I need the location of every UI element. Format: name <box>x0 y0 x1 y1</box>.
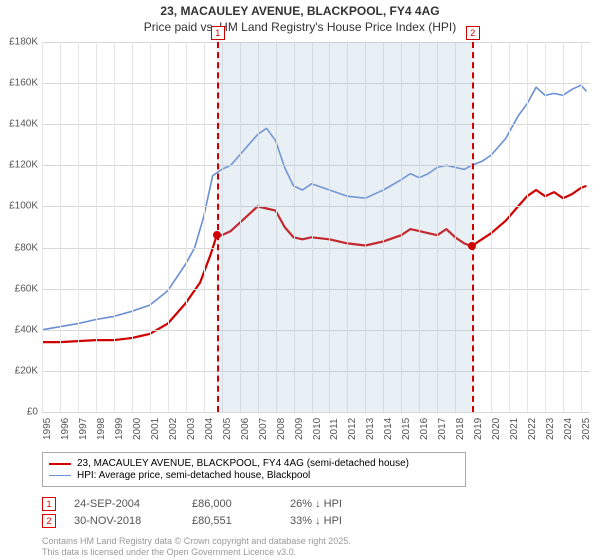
chart-title: 23, MACAULEY AVENUE, BLACKPOOL, FY4 4AG <box>0 0 600 20</box>
x-tick-label: 2009 <box>294 418 305 440</box>
sale-marker-badge: 1 <box>211 26 225 40</box>
sale-row-price: £80,551 <box>192 515 272 527</box>
legend-label-price-paid: 23, MACAULEY AVENUE, BLACKPOOL, FY4 4AG … <box>77 458 409 469</box>
gridline-v <box>132 42 133 412</box>
x-tick-label: 1998 <box>96 418 107 440</box>
gridline-v <box>509 42 510 412</box>
sale-row-delta: 26% ↓ HPI <box>290 498 342 510</box>
x-tick-label: 2011 <box>329 418 340 440</box>
gridline-v <box>186 42 187 412</box>
x-tick-label: 2000 <box>132 418 143 440</box>
y-tick-label: £80K <box>15 242 38 253</box>
x-tick-label: 2024 <box>563 418 574 440</box>
x-tick-label: 2005 <box>222 418 233 440</box>
chart-subtitle: Price paid vs. HM Land Registry's House … <box>0 20 600 36</box>
y-tick-label: £20K <box>15 365 38 376</box>
gridline-v <box>78 42 79 412</box>
gridline-v <box>168 42 169 412</box>
chart-container: 23, MACAULEY AVENUE, BLACKPOOL, FY4 4AG … <box>0 0 600 560</box>
x-tick-label: 2001 <box>150 418 161 440</box>
gridline-v <box>114 42 115 412</box>
plot-area: 12 <box>42 42 590 412</box>
y-tick-label: £0 <box>27 407 38 418</box>
sale-marker-line <box>472 42 474 412</box>
x-tick-label: 2012 <box>347 418 358 440</box>
sales-table: 1 24-SEP-2004 £86,000 26% ↓ HPI 2 30-NOV-2018… <box>42 494 342 531</box>
x-tick-label: 2010 <box>312 418 323 440</box>
x-tick-label: 2020 <box>491 418 502 440</box>
x-tick-label: 2022 <box>527 418 538 440</box>
sale-row-marker: 2 <box>42 514 56 528</box>
legend-row-hpi: HPI: Average price, semi-detached house,… <box>49 470 459 481</box>
x-tick-label: 2013 <box>365 418 376 440</box>
x-tick-label: 2004 <box>204 418 215 440</box>
sale-row: 1 24-SEP-2004 £86,000 26% ↓ HPI <box>42 497 342 511</box>
gridline-v <box>60 42 61 412</box>
x-tick-label: 2014 <box>383 418 394 440</box>
x-tick-label: 2003 <box>186 418 197 440</box>
sale-marker-badge: 2 <box>466 26 480 40</box>
x-tick-label: 2023 <box>545 418 556 440</box>
x-tick-label: 2019 <box>473 418 484 440</box>
x-tick-label: 2017 <box>437 418 448 440</box>
footer-line-2: This data is licensed under the Open Gov… <box>42 547 351 558</box>
x-tick-label: 2018 <box>455 418 466 440</box>
gridline-v <box>545 42 546 412</box>
x-tick-label: 2025 <box>581 418 592 440</box>
gridline-v <box>204 42 205 412</box>
sale-row-date: 24-SEP-2004 <box>74 498 174 510</box>
y-axis: £0£20K£40K£60K£80K£100K£120K£140K£160K£1… <box>0 42 42 412</box>
sale-point-dot <box>213 231 221 239</box>
y-tick-label: £120K <box>9 160 38 171</box>
x-tick-label: 1997 <box>78 418 89 440</box>
y-tick-label: £60K <box>15 283 38 294</box>
legend-label-hpi: HPI: Average price, semi-detached house,… <box>77 470 310 481</box>
y-tick-label: £100K <box>9 201 38 212</box>
y-tick-label: £140K <box>9 119 38 130</box>
footer-attribution: Contains HM Land Registry data © Crown c… <box>42 536 351 558</box>
x-tick-label: 2007 <box>258 418 269 440</box>
x-tick-label: 1995 <box>42 418 53 440</box>
legend-row-price-paid: 23, MACAULEY AVENUE, BLACKPOOL, FY4 4AG … <box>49 458 459 469</box>
x-tick-label: 2006 <box>240 418 251 440</box>
x-tick-label: 2021 <box>509 418 520 440</box>
x-tick-label: 2016 <box>419 418 430 440</box>
sale-row: 2 30-NOV-2018 £80,551 33% ↓ HPI <box>42 514 342 528</box>
x-tick-label: 2002 <box>168 418 179 440</box>
footer-line-1: Contains HM Land Registry data © Crown c… <box>42 536 351 547</box>
y-tick-label: £160K <box>9 78 38 89</box>
shaded-ownership-region <box>217 42 472 412</box>
gridline-v <box>563 42 564 412</box>
x-tick-label: 2008 <box>276 418 287 440</box>
gridline-v <box>581 42 582 412</box>
legend-swatch-hpi <box>49 475 71 476</box>
x-tick-label: 1999 <box>114 418 125 440</box>
sale-row-date: 30-NOV-2018 <box>74 515 174 527</box>
x-tick-label: 1996 <box>60 418 71 440</box>
gridline-v <box>96 42 97 412</box>
y-tick-label: £40K <box>15 324 38 335</box>
y-tick-label: £180K <box>9 37 38 48</box>
gridline-v <box>150 42 151 412</box>
gridline-v <box>42 42 43 412</box>
gridline-v <box>527 42 528 412</box>
legend: 23, MACAULEY AVENUE, BLACKPOOL, FY4 4AG … <box>42 452 466 487</box>
gridline-v <box>491 42 492 412</box>
legend-swatch-price-paid <box>49 463 71 465</box>
x-tick-label: 2015 <box>401 418 412 440</box>
x-axis: 1995 1996 1997 1998 1999 2000 2001 2002 2003 2004… <box>42 412 590 452</box>
sale-row-marker: 1 <box>42 497 56 511</box>
sale-row-price: £86,000 <box>192 498 272 510</box>
sale-point-dot <box>468 242 476 250</box>
sale-marker-line <box>217 42 219 412</box>
sale-row-delta: 33% ↓ HPI <box>290 515 342 527</box>
